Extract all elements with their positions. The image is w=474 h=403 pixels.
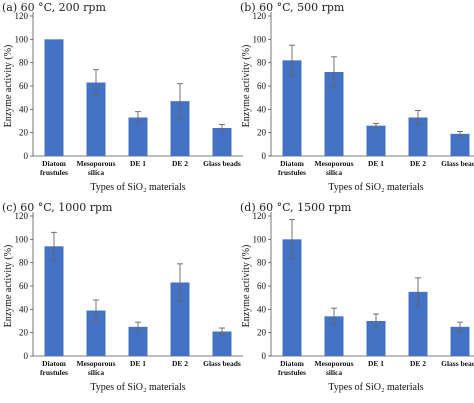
x-axis-label: Types of SiO₂ materials	[90, 182, 185, 193]
bar	[86, 82, 106, 156]
y-tick-label: 20	[257, 328, 267, 338]
y-tick-label: 0	[262, 351, 267, 361]
category-label: Diatom frustules	[40, 159, 68, 177]
y-tick-label: 0	[24, 351, 29, 361]
category-label: DE 1	[368, 359, 384, 368]
y-tick-label: 20	[19, 328, 29, 338]
y-tick-label: 40	[19, 104, 29, 114]
y-tick-label: 0	[262, 151, 267, 161]
x-axis-label: Types of SiO₂ materials	[90, 382, 185, 393]
y-tick-label: 80	[257, 58, 267, 68]
chart-title: (d) 60 °C, 1500 rpm	[240, 201, 352, 214]
bar	[282, 239, 302, 356]
bar	[170, 101, 190, 156]
chart-panel-1: (a) 60 °C, 200 rpm 0 20 40 60 80 100 120 Enzyme …	[2, 1, 243, 193]
category-label: Diatom frustules	[278, 359, 306, 377]
bar	[44, 39, 64, 157]
bar	[366, 321, 386, 356]
bar	[282, 60, 302, 157]
y-tick-label: 80	[19, 258, 29, 268]
category-label: DE 2	[172, 159, 188, 168]
chart-panel-2: (b) 60 °C, 500 rpm 0 20 40 60 80 100 120 Enzyme …	[240, 1, 474, 193]
x-axis-label: Types of SiO₂ materials	[328, 182, 423, 193]
y-tick-label: 120	[253, 211, 267, 221]
category-label: Mesoporous silica	[314, 159, 353, 177]
category-label: DE 2	[172, 359, 188, 368]
y-axis-label: Enzyme activity (%)	[241, 245, 252, 328]
y-tick-label: 120	[253, 11, 267, 21]
category-label: DE 1	[130, 359, 146, 368]
y-tick-label: 100	[15, 34, 29, 44]
category-label: DE 2	[410, 159, 426, 168]
chart-panel-4: (d) 60 °C, 1500 rpm 0 20 40 60 80 100 120 Enzyme…	[240, 201, 474, 393]
y-tick-label: 100	[15, 234, 29, 244]
bar	[212, 331, 232, 356]
category-label: Diatom frustules	[278, 159, 306, 177]
bar	[324, 316, 344, 356]
x-axis-label: Types of SiO₂ materials	[328, 382, 423, 393]
category-label: Mesoporous silica	[314, 359, 353, 377]
chart-panel-3: (c) 60 °C, 1000 rpm 0 20 40 60 80 100 120 Enzyme…	[2, 201, 243, 393]
bar	[324, 72, 344, 156]
y-tick-label: 80	[19, 58, 29, 68]
y-tick-label: 60	[19, 281, 29, 291]
y-tick-label: 60	[19, 81, 29, 91]
y-tick-label: 60	[257, 81, 267, 91]
y-tick-label: 40	[257, 304, 267, 314]
bar	[450, 326, 470, 356]
y-tick-label: 100	[253, 234, 267, 244]
category-label: Diatom frustules	[40, 359, 68, 377]
y-tick-label: 0	[24, 151, 29, 161]
bar	[86, 310, 106, 356]
category-label: DE 2	[410, 359, 426, 368]
y-axis-label: Enzyme activity (%)	[3, 45, 14, 128]
y-tick-label: 20	[19, 128, 29, 138]
chart-title: (a) 60 °C, 200 rpm	[2, 1, 106, 14]
bar	[128, 326, 148, 356]
bar	[170, 282, 190, 356]
y-tick-label: 80	[257, 258, 267, 268]
y-tick-label: 100	[253, 34, 267, 44]
y-axis-label: Enzyme activity (%)	[241, 45, 252, 128]
chart-title: (b) 60 °C, 500 rpm	[240, 1, 345, 14]
category-label: Glass beads	[441, 359, 474, 368]
category-label: DE 1	[368, 159, 384, 168]
y-tick-label: 20	[257, 128, 267, 138]
y-tick-label: 40	[19, 304, 29, 314]
category-label: Glass beads	[441, 159, 474, 168]
y-tick-label: 120	[15, 211, 29, 221]
category-label: DE 1	[130, 159, 146, 168]
y-axis-label: Enzyme activity (%)	[3, 245, 14, 328]
category-label: Mesoporous silica	[76, 359, 115, 377]
bar	[366, 125, 386, 156]
bar	[212, 128, 232, 156]
category-label: Glass beads	[203, 159, 241, 168]
chart-title: (c) 60 °C, 1000 rpm	[2, 201, 113, 214]
category-label: Mesoporous silica	[76, 159, 115, 177]
y-tick-label: 120	[15, 11, 29, 21]
bar	[128, 117, 148, 156]
bar	[450, 133, 470, 156]
bar	[44, 246, 64, 356]
bar	[408, 291, 428, 356]
bar	[408, 117, 428, 156]
y-tick-label: 40	[257, 104, 267, 114]
category-label: Glass beads	[203, 359, 241, 368]
y-tick-label: 60	[257, 281, 267, 291]
